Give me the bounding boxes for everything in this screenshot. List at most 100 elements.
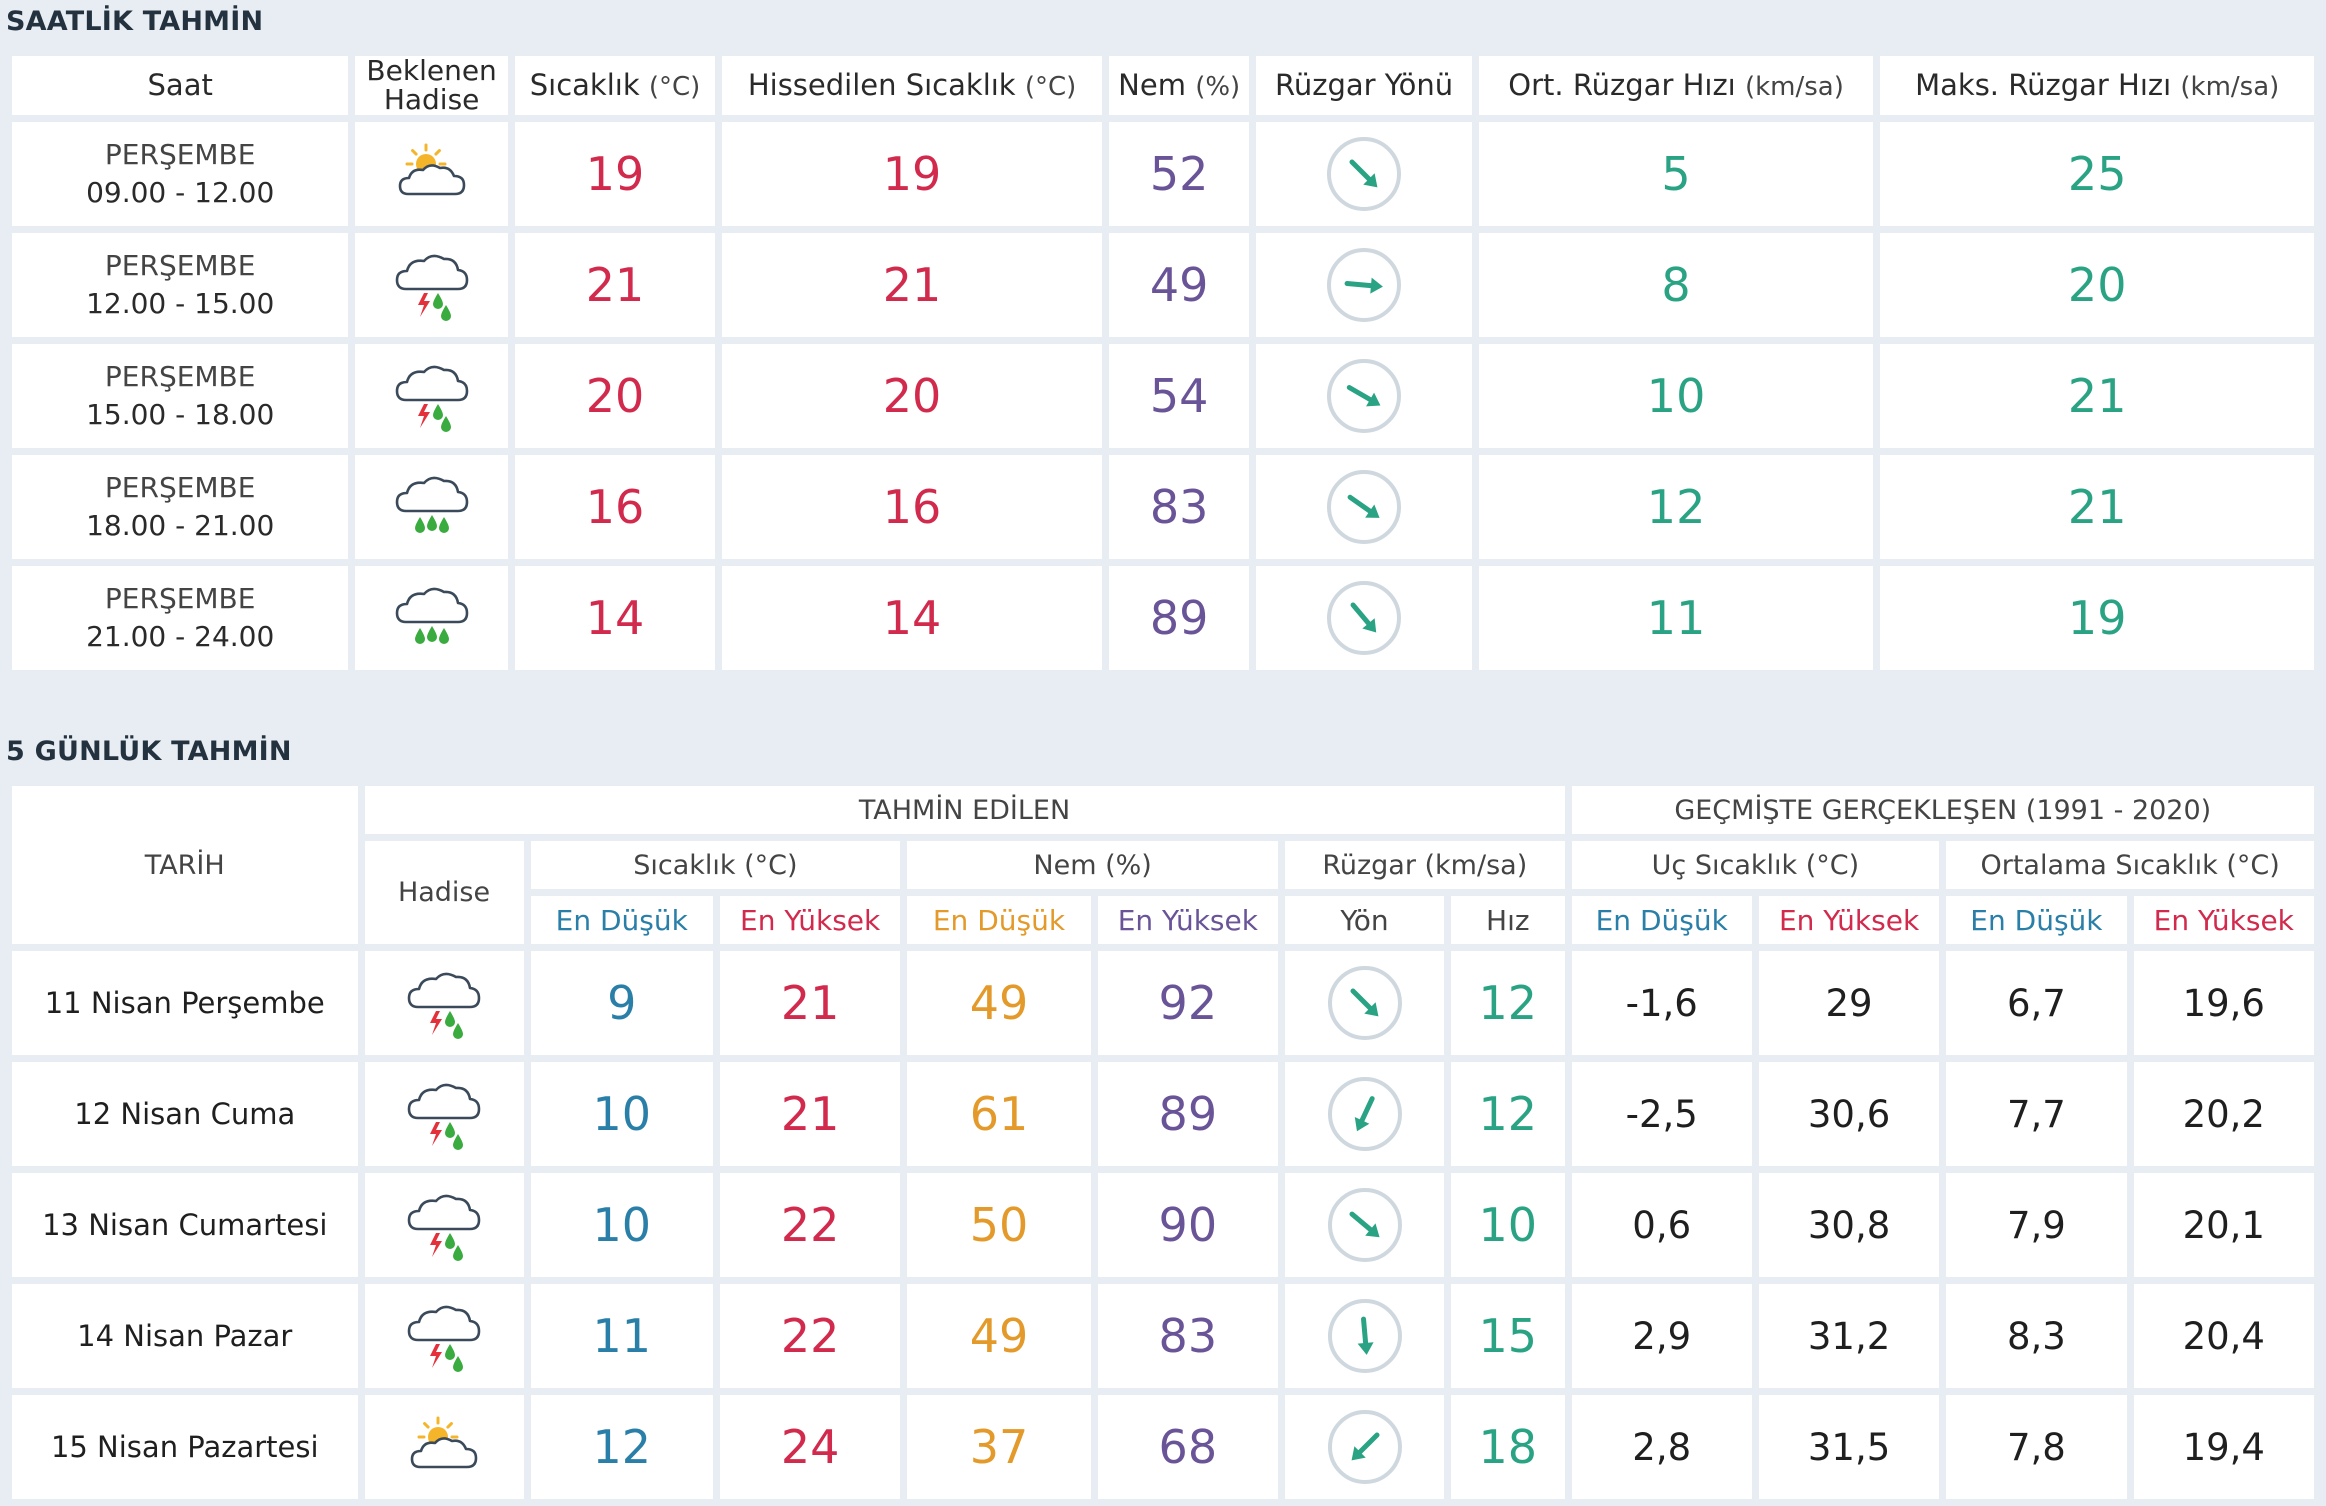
date-cell: 11 Nisan Perşembe (12, 951, 358, 1055)
temp-min-value: 11 (530, 1284, 713, 1388)
header-maks-ruzgar: Maks. Rüzgar Hızı (km/sa) (1880, 56, 2314, 115)
feels-like-value: 14 (722, 565, 1102, 670)
header-sicaklik-en-dusuk: En Düşük (530, 896, 713, 944)
thunder-rain-icon (395, 254, 468, 321)
weather-icon-cell (364, 1284, 524, 1388)
avg-wind-speed-value: 10 (1478, 343, 1874, 448)
header-ort-label: Ort. Rüzgar Hızı (1508, 67, 1736, 102)
weather-icon-cell (355, 343, 508, 448)
thunder-rain-icon (407, 1305, 481, 1372)
day-label: PERŞEMBE (104, 581, 256, 615)
extreme-max-value: 29 (1758, 951, 1940, 1055)
humidity-value: 52 (1108, 121, 1250, 226)
humidity-max-value: 90 (1097, 1173, 1278, 1277)
time-cell: PERŞEMBE 15.00 - 18.00 (12, 343, 349, 448)
wind-direction-cell (1285, 1395, 1445, 1499)
header-ortalama-sicaklik: Ortalama Sıcaklık (°C) (1946, 841, 2314, 889)
daily-rows: 11 Nisan Perşembe 9 21 49 92 12 -1,6 29 … (12, 951, 2314, 1499)
wind-direction-cell (1285, 1284, 1445, 1388)
temp-min-value: 12 (530, 1395, 713, 1499)
wind-direction-icon (1327, 1410, 1402, 1484)
average-min-value: 7,7 (1946, 1062, 2127, 1166)
humidity-max-value: 89 (1097, 1062, 1278, 1166)
wind-direction-cell (1256, 121, 1472, 226)
header-nem: Nem (%) (907, 841, 1278, 889)
average-min-value: 7,8 (1946, 1395, 2127, 1499)
hourly-rows: PERŞEMBE 09.00 - 12.00 19 19 52 5 25 PER… (12, 121, 2314, 670)
header-uc-en-yuksek: En Yüksek (1758, 896, 1940, 944)
header-nem-unit: (%) (1195, 71, 1241, 102)
rain-icon (395, 476, 468, 533)
max-wind-speed-value: 19 (1880, 565, 2314, 670)
time-cell: PERŞEMBE 09.00 - 12.00 (12, 121, 349, 226)
thunder-rain-icon (407, 1194, 481, 1261)
feels-like-value: 19 (722, 121, 1102, 226)
header-hissedilen-label: Hissedilen Sıcaklık (747, 67, 1016, 102)
average-min-value: 8,3 (1946, 1284, 2127, 1388)
table-row: PERŞEMBE 12.00 - 15.00 21 21 49 8 20 (12, 232, 2314, 337)
time-range: 21.00 - 24.00 (86, 619, 275, 653)
header-maks-label: Maks. Rüzgar Hızı (1915, 67, 2172, 102)
average-max-value: 19,4 (2133, 1395, 2314, 1499)
weather-icon-cell (364, 1395, 524, 1499)
max-wind-speed-value: 21 (1880, 343, 2314, 448)
temperature-value: 21 (514, 232, 716, 337)
humidity-max-value: 68 (1097, 1395, 1278, 1499)
table-row: PERŞEMBE 15.00 - 18.00 20 20 54 10 21 (12, 343, 2314, 448)
header-sicaklik: Sıcaklık (°C) (514, 56, 716, 115)
feels-like-value: 21 (722, 232, 1102, 337)
header-saat: Saat (12, 56, 349, 115)
wind-direction-cell (1256, 343, 1472, 448)
extreme-min-value: -2,5 (1571, 1062, 1752, 1166)
wind-direction-icon (1327, 580, 1402, 655)
feels-like-value: 20 (722, 343, 1102, 448)
extreme-min-value: -1,6 (1571, 951, 1752, 1055)
partly-sunny-icon (398, 143, 465, 196)
table-row: 12 Nisan Cuma 10 21 61 89 12 -2,5 30,6 7… (12, 1062, 2314, 1166)
wind-speed-value: 10 (1451, 1173, 1565, 1277)
time-cell: PERŞEMBE 21.00 - 24.00 (12, 565, 349, 670)
extreme-max-value: 31,2 (1758, 1284, 1940, 1388)
header-ruzgar-yonu: Rüzgar Yönü (1256, 56, 1472, 115)
time-range: 12.00 - 15.00 (86, 286, 275, 320)
partly-sunny-icon (410, 1416, 478, 1469)
weather-icon-cell (364, 951, 524, 1055)
humidity-min-value: 49 (907, 951, 1091, 1055)
thunder-rain-icon (407, 1083, 481, 1150)
header-ort-unit: (km/sa) (1744, 71, 1844, 102)
average-max-value: 20,2 (2133, 1062, 2314, 1166)
temp-max-value: 22 (719, 1173, 901, 1277)
header-hiz: Hız (1451, 896, 1565, 944)
header-beklenen-hadise: Beklenen Hadise (355, 56, 508, 115)
humidity-value: 89 (1108, 565, 1250, 670)
weather-icon-cell (364, 1173, 524, 1277)
temperature-value: 14 (514, 565, 716, 670)
time-range: 18.00 - 21.00 (86, 508, 275, 542)
temp-max-value: 21 (719, 951, 901, 1055)
humidity-max-value: 83 (1097, 1284, 1278, 1388)
wind-direction-icon (1327, 247, 1402, 322)
header-tahmin-edilen: TAHMİN EDİLEN (364, 786, 1565, 834)
thunder-rain-icon (395, 365, 468, 432)
header-sicaklik-label: Sıcaklık (529, 67, 640, 102)
extreme-max-value: 30,6 (1758, 1062, 1940, 1166)
date-cell: 12 Nisan Cuma (12, 1062, 358, 1166)
hourly-section-title: SAATLİK TAHMİN (6, 6, 264, 37)
temp-min-value: 10 (530, 1173, 713, 1277)
humidity-min-value: 37 (907, 1395, 1091, 1499)
wind-direction-cell (1256, 232, 1472, 337)
avg-wind-speed-value: 5 (1478, 121, 1874, 226)
temperature-value: 16 (514, 454, 716, 559)
daily-section-title: 5 GÜNLÜK TAHMİN (6, 736, 292, 767)
wind-direction-icon (1327, 1299, 1402, 1373)
avg-wind-speed-value: 11 (1478, 565, 1874, 670)
extreme-min-value: 2,9 (1571, 1284, 1752, 1388)
header-gecmiste-gerceklesen: GEÇMİŞTE GERÇEKLEŞEN (1991 - 2020) (1571, 786, 2314, 834)
extreme-max-value: 31,5 (1758, 1395, 1940, 1499)
temp-min-value: 9 (530, 951, 713, 1055)
humidity-value: 49 (1108, 232, 1250, 337)
wind-direction-icon (1327, 358, 1402, 433)
temperature-value: 20 (514, 343, 716, 448)
weather-icon-cell (364, 1062, 524, 1166)
humidity-min-value: 49 (907, 1284, 1091, 1388)
